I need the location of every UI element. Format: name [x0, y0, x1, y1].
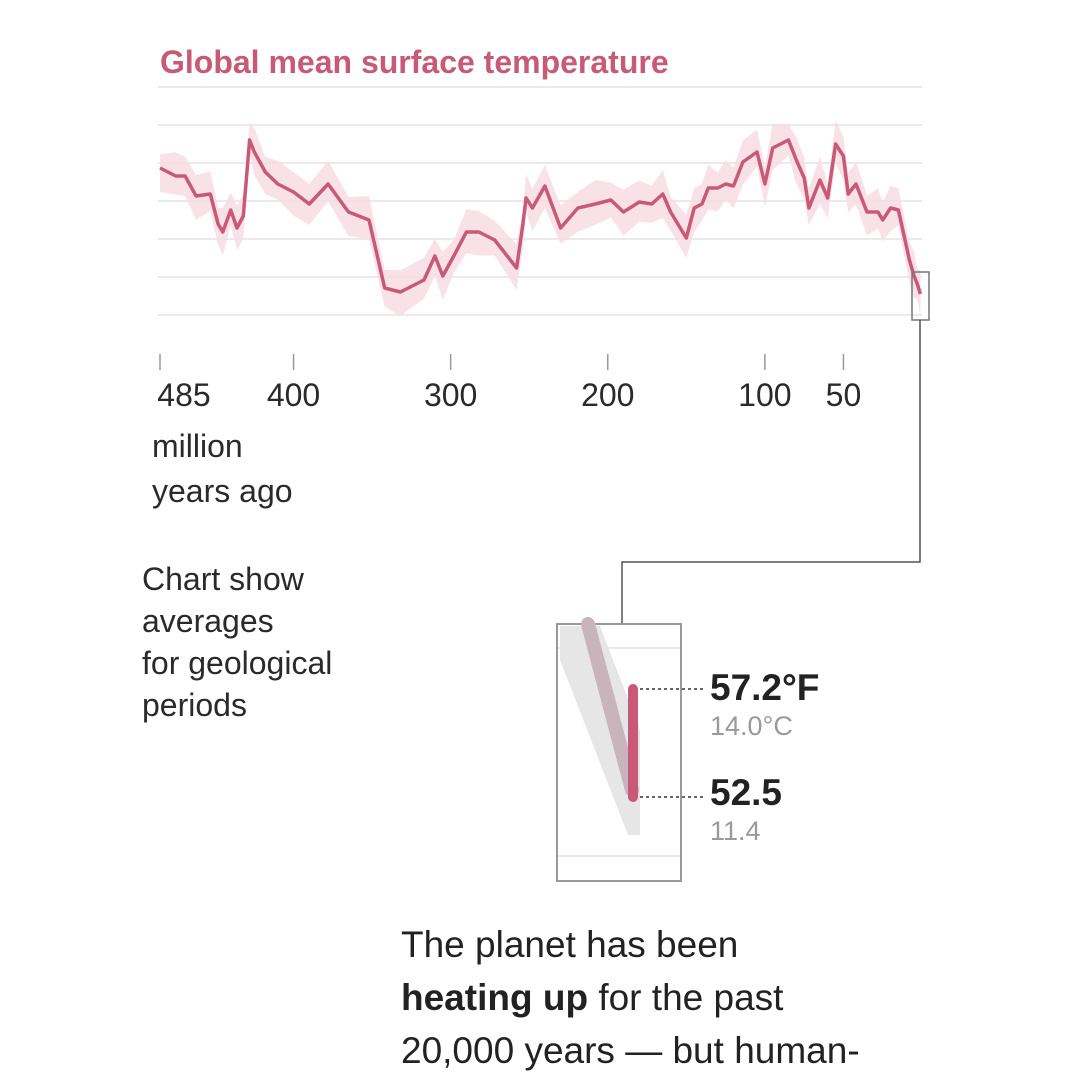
x-tick-label: 200	[581, 377, 635, 413]
body-line-1: The planet has been	[401, 924, 739, 965]
callout-low-celsius: 11.4	[710, 816, 761, 846]
chart-note: Chart show averages for geological perio…	[142, 558, 332, 726]
note-line: periods	[142, 687, 247, 723]
note-line: Chart show	[142, 561, 304, 597]
connector-line	[621, 320, 921, 624]
inset-band	[560, 626, 640, 835]
x-axis-unit-label: million years ago	[152, 424, 293, 514]
x-axis-unit-years: years ago	[152, 473, 293, 509]
temperature-line	[159, 138, 923, 295]
x-tick-label: 300	[423, 377, 478, 413]
x-axis-unit-million: million	[152, 428, 243, 464]
x-tick-label: 50	[825, 377, 862, 413]
note-line: averages	[142, 603, 274, 639]
x-tick-label: 485	[157, 377, 211, 413]
body-text: The planet has been heating up for the p…	[401, 918, 961, 1077]
x-axis-ticks	[159, 354, 845, 370]
body-line-2: heating up for the past	[401, 971, 961, 1024]
chart-title: Global mean surface temperature	[160, 44, 669, 80]
callout-low-fahrenheit: 52.5	[710, 772, 783, 813]
zoom-callout	[556, 271, 930, 882]
x-tick-label: 100	[738, 377, 792, 413]
x-tick-label: 400	[266, 377, 321, 413]
callout-high-fahrenheit: 57.2°F	[710, 667, 820, 708]
body-line-3: 20,000 years — but human-	[401, 1030, 860, 1071]
note-line: for geological	[142, 645, 333, 681]
inset-history-line	[581, 617, 639, 797]
uncertainty-band	[160, 120, 921, 318]
body-line-2-rest: for the past	[588, 977, 784, 1018]
body-bold-phrase: heating up	[401, 977, 589, 1018]
callout-high-celsius: 14.0°C	[710, 711, 793, 741]
